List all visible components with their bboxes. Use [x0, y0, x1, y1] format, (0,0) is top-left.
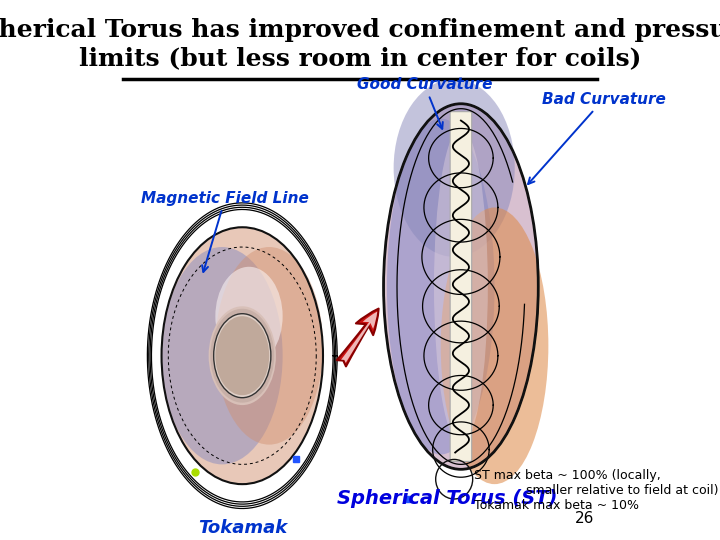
Ellipse shape [214, 314, 271, 397]
Text: Bad Curvature: Bad Curvature [528, 92, 665, 184]
FancyArrowPatch shape [337, 308, 379, 367]
FancyBboxPatch shape [450, 112, 472, 461]
Text: Tokamak: Tokamak [198, 519, 287, 537]
Ellipse shape [434, 129, 488, 444]
Ellipse shape [209, 306, 276, 405]
Ellipse shape [210, 309, 274, 403]
Ellipse shape [387, 119, 495, 455]
Text: Magnetic Field Line: Magnetic Field Line [141, 191, 309, 272]
Ellipse shape [384, 104, 539, 469]
Ellipse shape [441, 207, 549, 484]
Ellipse shape [394, 79, 515, 257]
Ellipse shape [161, 227, 323, 484]
Ellipse shape [161, 247, 283, 464]
Ellipse shape [215, 316, 269, 395]
Ellipse shape [215, 247, 323, 444]
Ellipse shape [215, 267, 283, 366]
Text: ST max beta ~ 100% (locally,
             smaller relative to field at coil)
Tok: ST max beta ~ 100% (locally, smaller rel… [474, 469, 719, 512]
Text: Spherical Torus (ST): Spherical Torus (ST) [337, 489, 558, 508]
Text: 26: 26 [575, 511, 594, 525]
Text: Spherical Torus has improved confinement and pressure
limits (but less room in c: Spherical Torus has improved confinement… [0, 18, 720, 71]
FancyArrowPatch shape [341, 312, 377, 363]
Text: Good Curvature: Good Curvature [356, 77, 492, 129]
